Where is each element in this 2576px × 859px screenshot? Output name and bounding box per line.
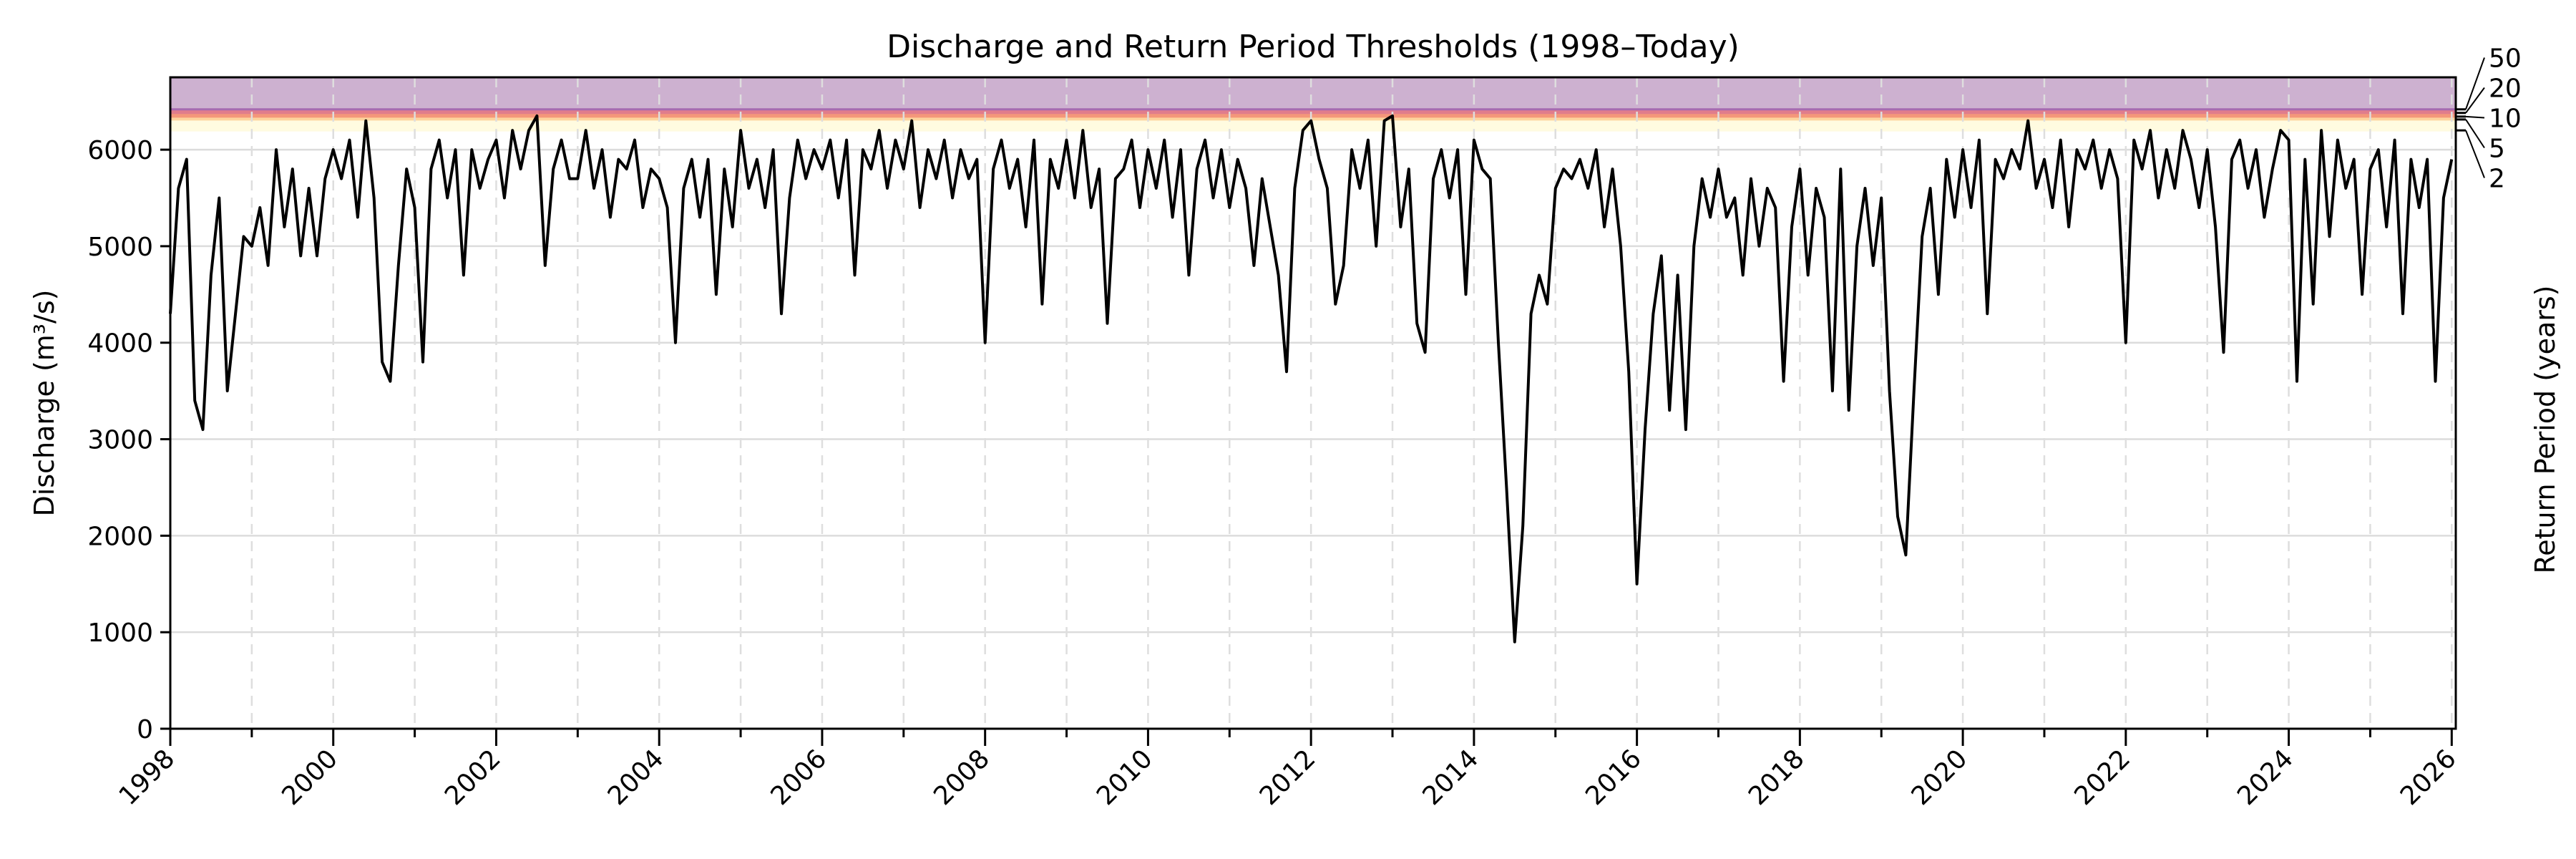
x-tick-label: 2000 [276, 744, 343, 811]
x-tick-label: 2018 [1743, 744, 1810, 811]
chart-title: Discharge and Return Period Thresholds (… [887, 29, 1740, 65]
return-period-label: 2 [2489, 164, 2505, 193]
y-axis: 0 1000 2000 3000 4000 5000 6000 [87, 136, 170, 744]
return-period-leader [2465, 115, 2485, 119]
discharge-line [169, 114, 2454, 644]
y-tick-label: 0 [137, 715, 153, 744]
x-tick-label: 2026 [2395, 744, 2462, 811]
return-period-label: 50 [2489, 44, 2522, 73]
return-period-label: 10 [2489, 104, 2522, 133]
return-period-label: 5 [2489, 134, 2505, 163]
y-axis-label: Discharge (m³/s) [29, 290, 60, 517]
return-period-band-10 [170, 112, 2456, 117]
y-tick-label: 2000 [87, 522, 153, 551]
y2-axis-label: Return Period (years) [2529, 286, 2561, 574]
y-tick-label: 5000 [87, 233, 153, 262]
x-tick-label: 2024 [2232, 744, 2299, 811]
grid-lines [170, 77, 2456, 730]
x-tick-label: 1998 [114, 744, 181, 811]
return-period-band-5 [170, 116, 2456, 120]
x-axis: 1998 2000 2002 2004 2006 2008 2010 2012 2014 2016… [114, 729, 2462, 811]
x-tick-label: 2002 [439, 744, 507, 811]
x-tick-label: 2010 [1091, 744, 1158, 811]
return-period-bands [170, 77, 2456, 132]
x-tick-label: 2008 [928, 744, 995, 811]
return-period-leader [2465, 57, 2485, 110]
return-period-label: 20 [2489, 74, 2522, 103]
y-tick-label: 6000 [87, 136, 153, 165]
x-tick-label: 2022 [2069, 744, 2136, 811]
plot-frame [169, 76, 2457, 730]
return-period-band-20 [170, 109, 2456, 113]
x-tick-label: 2004 [602, 744, 670, 811]
return-period-leader [2465, 119, 2485, 149]
x-tick-label: 2016 [1580, 744, 1647, 811]
y-tick-label: 1000 [87, 618, 153, 648]
return-period-band-50 [170, 77, 2456, 110]
y-tick-label: 4000 [87, 329, 153, 359]
x-tick-label: 2006 [766, 744, 833, 811]
x-tick-label: 2012 [1254, 744, 1322, 811]
x-tick-label: 2020 [1906, 744, 1974, 811]
return-period-leader [2465, 130, 2485, 178]
x-tick-label: 2014 [1417, 744, 1484, 811]
y-tick-label: 3000 [87, 426, 153, 455]
return-period-leader [2465, 87, 2485, 114]
